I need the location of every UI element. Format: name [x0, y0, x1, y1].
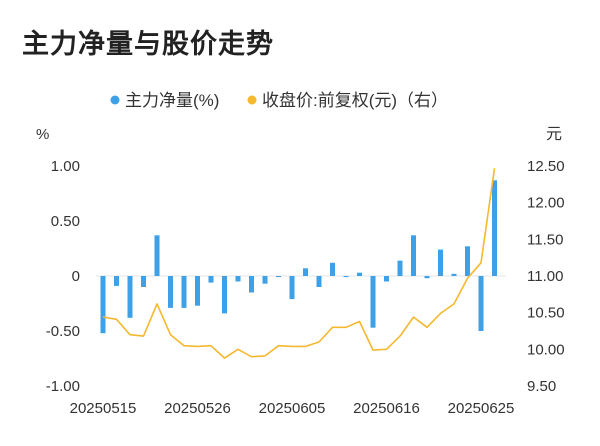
bar: [222, 276, 227, 314]
bar: [168, 276, 173, 308]
bar: [438, 249, 443, 276]
x-tick-label: 20250625: [448, 400, 515, 417]
bar: [316, 276, 322, 287]
left-tick-label: 0.50: [51, 213, 80, 230]
legend-label-bars: 主力净量(%): [125, 91, 219, 110]
price-line: [102, 168, 496, 359]
bar: [478, 276, 484, 331]
right-tick-label: 11.50: [527, 231, 563, 248]
bar: [424, 276, 430, 279]
right-tick-label: 12.00: [527, 195, 565, 212]
left-axis-unit: %: [36, 126, 49, 143]
bar: [141, 276, 146, 287]
x-tick-label: 20250616: [353, 400, 420, 417]
bar: [384, 276, 389, 282]
bar: [100, 276, 106, 334]
bar: [411, 235, 416, 276]
bar: [181, 276, 187, 308]
legend-label-line: 收盘价:前复权(元)（右）: [262, 91, 448, 110]
right-tick-label: 10.00: [527, 341, 565, 358]
right-tick-label: 10.50: [527, 305, 565, 322]
bar: [492, 180, 497, 276]
x-tick-label: 20250515: [70, 400, 137, 417]
bar: [114, 276, 119, 286]
x-tick-label: 20250605: [259, 400, 326, 417]
bar: [235, 276, 241, 282]
bar: [262, 276, 268, 284]
left-tick-label: 0: [72, 268, 80, 285]
bar: [289, 276, 295, 300]
bar: [154, 235, 160, 276]
bar: [357, 272, 362, 276]
right-tick-label: 11.00: [527, 268, 563, 285]
bar: [276, 276, 281, 278]
bar: [330, 262, 335, 276]
bar: [249, 276, 254, 293]
bar: [451, 273, 457, 276]
bar: [343, 276, 349, 278]
page-title: 主力净量与股价走势: [22, 29, 274, 59]
bar: [397, 260, 403, 276]
x-tick-label: 20250526: [164, 400, 231, 417]
bar: [195, 276, 200, 306]
left-tick-label: 1.00: [51, 158, 80, 175]
right-tick-label: 9.50: [527, 378, 556, 395]
bar: [303, 268, 308, 276]
right-tick-label: 12.50: [527, 158, 565, 175]
bar: [370, 276, 376, 328]
bar: [208, 276, 214, 283]
left-tick-label: -0.50: [46, 323, 80, 340]
bar: [127, 276, 133, 318]
bar: [465, 246, 470, 276]
right-axis-unit: 元: [546, 126, 562, 143]
legend-marker-line: [247, 95, 257, 105]
left-tick-label: -1.00: [46, 378, 80, 395]
legend-marker-bars: [110, 95, 120, 105]
